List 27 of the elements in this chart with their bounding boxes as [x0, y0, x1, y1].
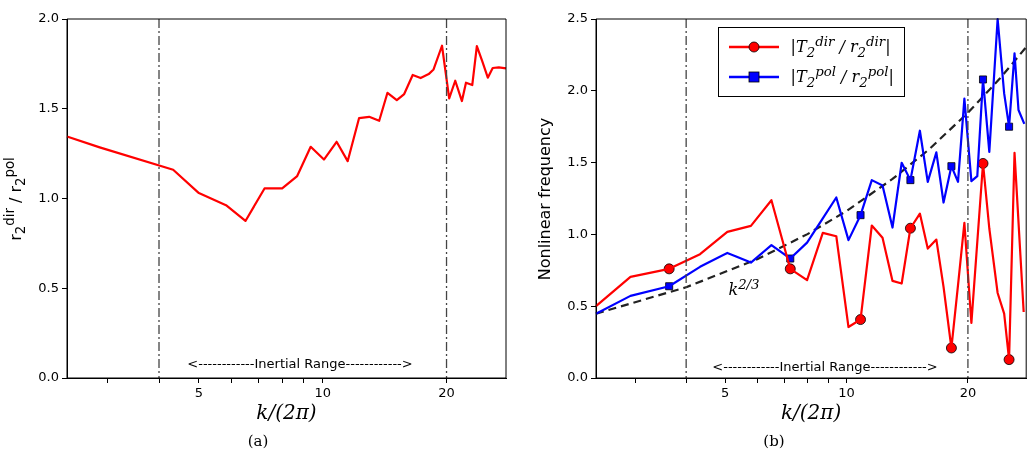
legend-label: |T$_{2}$$^{pol}$ / r$_{2}$$^{pol}$| — [790, 64, 894, 90]
annotation: <------------Inertial Range------------> — [187, 355, 413, 371]
y-tick-label: 2.0 — [567, 82, 588, 98]
y-axis-title: Nonlinear frequency — [534, 117, 554, 280]
y-tick-label: 0.0 — [38, 369, 59, 385]
x-tick-label: 10 — [314, 385, 331, 401]
x-tick-label: 20 — [438, 385, 455, 401]
annotation: <------------Inertial Range------------> — [712, 358, 938, 374]
y-tick-label: 0.0 — [567, 369, 588, 385]
text: (a) — [247, 432, 269, 450]
annotation: k$^{2/3}$ — [728, 276, 760, 300]
legend-label: |T$_{2}$$^{dir}$ / r$_{2}$$^{dir}$| — [790, 34, 891, 60]
x-tick-label: 5 — [194, 385, 204, 401]
y-tick-label: 1.5 — [567, 153, 588, 169]
y-tick-label: 2.5 — [567, 10, 588, 26]
x-tick-label: 20 — [959, 385, 977, 401]
y-tick-label: 2.0 — [38, 10, 59, 26]
y-tick-label: 1.5 — [38, 100, 59, 116]
y-tick-label: 1.0 — [38, 189, 59, 205]
x-axis-title: k/(2π) — [256, 400, 317, 424]
y-tick-label: 1.0 — [567, 225, 588, 241]
x-axis-title: k/(2π) — [780, 400, 842, 424]
text: (b) — [763, 432, 785, 450]
y-tick-label: 0.5 — [567, 297, 588, 313]
y-tick-label: 0.5 — [38, 279, 59, 295]
x-tick-label: 10 — [838, 385, 855, 401]
x-tick-label: 5 — [721, 385, 730, 401]
